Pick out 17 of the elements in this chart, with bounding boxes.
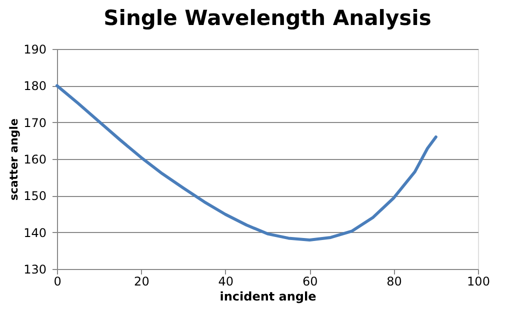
- x-tick-label: 20: [134, 274, 150, 288]
- y-tick-label: 150: [24, 189, 46, 204]
- x-tick-label: 60: [302, 274, 318, 288]
- y-tick-label: 160: [24, 152, 46, 166]
- chart-title: Single Wavelength Analysis: [104, 6, 432, 30]
- x-tick-label: 100: [467, 274, 490, 288]
- y-tick-label: 170: [24, 116, 46, 130]
- y-axis-title: scatter angle: [8, 118, 21, 201]
- x-tick-label: 40: [218, 274, 234, 288]
- y-tick-label: 190: [24, 42, 46, 56]
- y-tick-label: 140: [24, 226, 46, 240]
- y-tick-label: 180: [24, 79, 46, 94]
- y-tick-label: 130: [24, 262, 46, 276]
- x-tick-label: 80: [386, 274, 402, 288]
- line-series: [56, 84, 438, 242]
- x-tick-label: 0: [54, 274, 62, 288]
- x-axis-title: incident angle: [220, 290, 316, 304]
